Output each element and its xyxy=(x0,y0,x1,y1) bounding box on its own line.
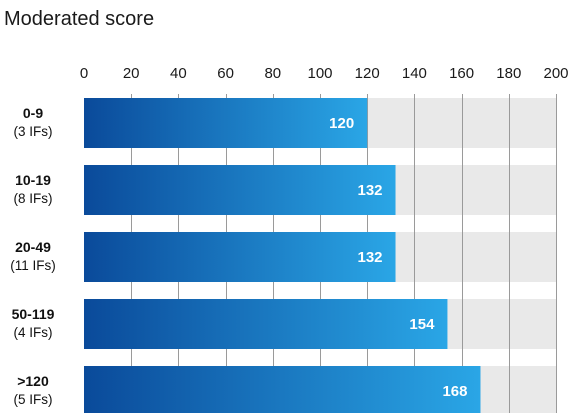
tick-label-0: 0 xyxy=(80,65,88,82)
category-label-3: 50-119 xyxy=(12,306,55,322)
category-label-2: 20-49 xyxy=(15,239,51,255)
tick-label-180: 180 xyxy=(496,65,521,82)
tick-label-60: 60 xyxy=(217,65,234,82)
data-label-4: 168 xyxy=(442,383,467,400)
data-label-2: 132 xyxy=(357,249,382,266)
data-labels: 120 132 132 154 168 xyxy=(329,115,467,400)
chart-title: Moderated score xyxy=(4,8,154,30)
bar-0 xyxy=(84,98,368,148)
tick-label-120: 120 xyxy=(355,65,380,82)
bar-1 xyxy=(84,165,396,215)
bar-4 xyxy=(84,366,481,413)
tick-label-40: 40 xyxy=(170,65,187,82)
tick-label-160: 160 xyxy=(449,65,474,82)
data-label-3: 154 xyxy=(409,316,435,333)
tick-label-20: 20 xyxy=(123,65,140,82)
category-sublabel-1: (8 IFs) xyxy=(14,191,53,206)
tick-label-140: 140 xyxy=(402,65,427,82)
category-sublabel-0: (3 IFs) xyxy=(14,124,53,139)
category-sublabel-4: (5 IFs) xyxy=(14,392,53,407)
tick-label-100: 100 xyxy=(307,65,332,82)
category-label-1: 10-19 xyxy=(15,172,51,188)
bar-2 xyxy=(84,232,396,282)
tick-label-80: 80 xyxy=(264,65,281,82)
category-sublabel-3: (4 IFs) xyxy=(14,325,53,340)
x-axis-ticks: 0 20 40 60 80 100 120 140 160 180 200 xyxy=(80,65,569,82)
tick-label-200: 200 xyxy=(543,65,568,82)
category-labels: 0-9 (3 IFs) 10-19 (8 IFs) 20-49 (11 IFs) 50-11… xyxy=(10,105,56,407)
category-label-0: 0-9 xyxy=(23,105,43,121)
data-label-1: 132 xyxy=(357,182,382,199)
bars xyxy=(84,98,481,413)
data-label-0: 120 xyxy=(329,115,354,132)
category-label-4: >120 xyxy=(17,373,49,389)
bar-3 xyxy=(84,299,448,349)
category-sublabel-2: (11 IFs) xyxy=(10,258,56,273)
